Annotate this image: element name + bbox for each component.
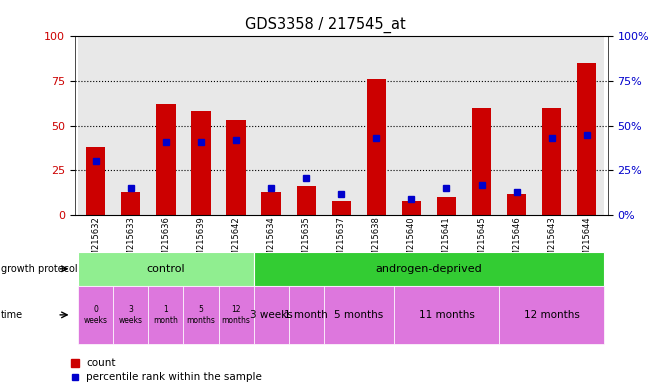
Bar <box>183 36 218 215</box>
Text: 5
months: 5 months <box>187 305 215 324</box>
Bar <box>191 111 211 215</box>
Bar <box>394 36 429 215</box>
Bar <box>367 79 386 215</box>
Text: growth protocol: growth protocol <box>1 264 77 274</box>
Text: time: time <box>1 310 23 320</box>
Bar <box>86 147 105 215</box>
Bar <box>324 36 359 215</box>
Text: 3
weeks: 3 weeks <box>119 305 143 324</box>
Text: percentile rank within the sample: percentile rank within the sample <box>86 372 263 382</box>
Text: GDS3358 / 217545_at: GDS3358 / 217545_at <box>244 17 406 33</box>
Bar <box>542 108 562 215</box>
Bar <box>499 286 604 344</box>
Bar <box>156 104 176 215</box>
Text: count: count <box>86 358 116 368</box>
Bar <box>499 36 534 215</box>
Bar <box>289 286 324 344</box>
Bar <box>324 286 394 344</box>
Bar <box>183 286 218 344</box>
Bar <box>113 286 148 344</box>
Text: 12
months: 12 months <box>222 305 250 324</box>
Bar <box>148 286 183 344</box>
Bar <box>429 36 464 215</box>
Text: 1 month: 1 month <box>284 310 328 320</box>
Text: 11 months: 11 months <box>419 310 474 320</box>
Bar <box>394 286 499 344</box>
Bar <box>472 108 491 215</box>
Bar <box>254 286 289 344</box>
Text: 3 weeks: 3 weeks <box>250 310 292 320</box>
Bar <box>78 36 113 215</box>
Bar <box>254 36 289 215</box>
Bar <box>437 197 456 215</box>
Bar <box>121 192 140 215</box>
Text: control: control <box>147 264 185 274</box>
Bar <box>359 36 394 215</box>
Bar <box>402 201 421 215</box>
Bar <box>113 36 148 215</box>
Text: 1
month: 1 month <box>153 305 178 324</box>
Bar <box>226 121 246 215</box>
Text: androgen-deprived: androgen-deprived <box>376 264 482 274</box>
Bar <box>507 194 526 215</box>
Bar <box>78 286 113 344</box>
Bar <box>332 201 351 215</box>
Bar <box>78 252 254 286</box>
Bar <box>261 192 281 215</box>
Bar <box>254 252 604 286</box>
Text: 0
weeks: 0 weeks <box>84 305 108 324</box>
Bar <box>218 286 254 344</box>
Bar <box>534 36 569 215</box>
Bar <box>569 36 604 215</box>
Bar <box>577 63 596 215</box>
Bar <box>289 36 324 215</box>
Text: 5 months: 5 months <box>334 310 384 320</box>
Bar <box>464 36 499 215</box>
Text: 12 months: 12 months <box>524 310 580 320</box>
Bar <box>218 36 254 215</box>
Bar <box>296 187 316 215</box>
Bar <box>148 36 183 215</box>
